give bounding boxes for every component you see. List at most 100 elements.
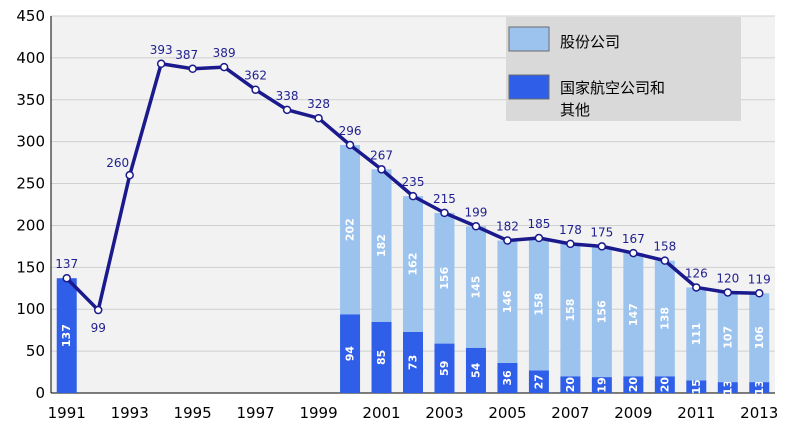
bar-joint-stock	[591, 246, 612, 378]
total-value-label: 387	[175, 48, 198, 62]
total-value-label: 296	[339, 124, 362, 138]
bar-label-national: 20	[627, 377, 640, 393]
legend: 股份公司 国家航空公司和 其他	[506, 17, 741, 121]
x-tick-label: 2003	[425, 404, 463, 422]
total-point	[314, 113, 323, 123]
bar-national	[434, 343, 455, 393]
total-point	[282, 105, 292, 115]
bar-label-joint-stock: 106	[753, 326, 766, 349]
total-value-label: 389	[213, 46, 236, 60]
x-tick-label: 2009	[614, 404, 652, 422]
total-value-label: 137	[55, 257, 78, 271]
bar-label-joint-stock: 158	[564, 299, 577, 322]
total-value-label: 260	[106, 156, 129, 170]
total-line	[62, 59, 764, 315]
total-point	[93, 305, 103, 315]
total-point	[219, 62, 229, 72]
total-value-label: 215	[433, 192, 456, 206]
y-tick-label: 300	[16, 133, 45, 151]
total-point	[440, 208, 449, 218]
bar-label-national: 94	[344, 346, 357, 362]
total-value-label: 393	[150, 43, 173, 57]
bar-label-joint-stock: 138	[658, 307, 671, 330]
bar-label-joint-stock: 182	[375, 234, 388, 257]
bar-label-national: 137	[60, 324, 73, 347]
bar-label-national: 59	[438, 361, 451, 376]
total-labels: 137 99 260 393 387 389 362 338 328 296 267 235 215 19…	[55, 43, 770, 335]
total-point	[377, 165, 386, 174]
legend-label-national-line2: 其他	[560, 101, 590, 119]
total-value-label: 158	[653, 240, 676, 254]
bar-label-national: 54	[469, 362, 482, 378]
legend-label-joint-stock: 股份公司	[560, 33, 620, 51]
total-value-label: 362	[244, 69, 267, 83]
bar-national	[465, 347, 486, 393]
bar-label-joint-stock: 156	[595, 300, 608, 323]
total-value-label: 235	[402, 175, 425, 189]
bar-national	[560, 376, 581, 393]
bar-label-national: 36	[501, 370, 514, 386]
total-point	[156, 59, 166, 69]
bar-label-national: 15	[690, 379, 703, 394]
y-tick-label: 100	[16, 300, 45, 318]
legend-swatch-national	[508, 74, 550, 100]
bar-national	[654, 376, 675, 393]
total-point	[755, 289, 764, 298]
bar-label-national: 73	[407, 355, 420, 370]
total-value-label: 178	[559, 223, 582, 237]
total-point	[62, 273, 71, 283]
x-tick-label: 2005	[488, 404, 526, 422]
legend-swatch-joint-stock	[508, 26, 550, 52]
y-tick-label: 450	[16, 7, 45, 25]
total-value-label: 120	[716, 271, 739, 285]
total-value-label: 126	[685, 266, 708, 280]
x-tick-label: 1991	[48, 404, 86, 422]
y-tick-label: 150	[16, 258, 45, 276]
total-value-label: 199	[465, 205, 488, 219]
bar-joint-stock	[749, 293, 770, 383]
x-tick-label: 2001	[362, 404, 400, 422]
total-point	[660, 256, 670, 265]
total-value-label: 99	[91, 321, 106, 335]
total-point	[471, 222, 481, 231]
x-tick-label: 2007	[551, 404, 589, 422]
bar-label-joint-stock: 107	[721, 326, 734, 349]
bar-label-joint-stock: 202	[344, 218, 357, 241]
total-value-label: 338	[276, 89, 299, 103]
total-point	[534, 233, 544, 243]
x-tick-label: 1999	[299, 404, 337, 422]
bar-national	[591, 377, 612, 393]
bar-label-joint-stock: 156	[438, 266, 451, 289]
x-tick-label: 1995	[174, 404, 212, 422]
y-tick-label: 50	[26, 342, 45, 360]
bar-national	[371, 321, 392, 393]
bar-national	[497, 362, 518, 393]
bar-label-joint-stock: 145	[469, 276, 482, 299]
x-tick-label: 1993	[111, 404, 149, 422]
y-tick-label: 0	[35, 384, 45, 402]
y-tick-label: 350	[16, 91, 45, 109]
bar-joint-stock	[686, 287, 707, 381]
total-value-label: 119	[748, 272, 771, 286]
bar-national	[528, 370, 549, 393]
bar-joint-stock	[371, 169, 392, 322]
bar-joint-stock	[654, 260, 675, 377]
total-point	[345, 140, 355, 150]
legend-label-national: 国家航空公司和	[560, 79, 665, 97]
x-tick-label: 2011	[677, 404, 715, 422]
bar-label-national: 13	[753, 380, 766, 395]
total-point	[125, 170, 134, 180]
bar-national	[56, 278, 77, 393]
bar-label-national: 19	[595, 377, 608, 392]
x-tick-label: 2013	[740, 404, 778, 422]
total-point	[692, 283, 701, 292]
bar-joint-stock	[497, 240, 518, 363]
total-point	[188, 64, 197, 74]
total-value-label: 167	[622, 232, 645, 246]
bar-national	[686, 380, 707, 393]
y-axis-ticks: 0 50 100 150 200 250 300 350 400 450	[16, 7, 45, 402]
bar-label-joint-stock: 146	[501, 290, 514, 313]
bar-label-joint-stock: 162	[407, 252, 420, 275]
